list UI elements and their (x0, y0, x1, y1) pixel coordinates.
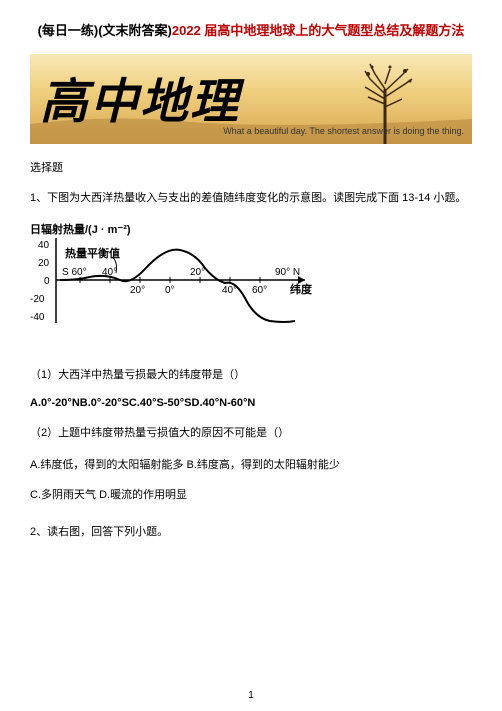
option-d: D.暖流的作用明显 (99, 489, 187, 501)
svg-text:20°: 20° (190, 267, 205, 278)
annotation-text: 热量平衡值 (65, 246, 120, 260)
svg-text:-40: -40 (30, 312, 45, 323)
sub-question-2: （2）上题中纬度带热量亏损值大的原因不可能是（） (30, 424, 472, 444)
option-c: C.多阴雨天气 (30, 489, 96, 501)
q2-number: 2、 (30, 526, 47, 538)
banner-tagline: What a beautiful day. The shortest answe… (223, 126, 464, 136)
svg-text:0: 0 (44, 276, 50, 287)
q1-number: 1、 (30, 192, 47, 204)
title-red-part: 2022 届高中地理地球上的大气题型总结及解题方法 (172, 23, 465, 38)
chart: 日辐射热量/(J · m⁻²) 40 20 0 -20 -40 热量平衡值 S … (30, 223, 320, 346)
svg-text:20: 20 (38, 258, 50, 269)
svg-text:90° N: 90° N (275, 267, 300, 278)
svg-text:60°: 60° (252, 285, 267, 296)
q1-text: 下图为大西洋热量收入与支出的差值随纬度变化的示意图。读图完成下面 13-14 小… (47, 192, 466, 204)
q2-text: 读右图，回答下列小题。 (47, 526, 168, 538)
option-b: B.纬度高，得到的太阳辐射能少 (186, 459, 339, 471)
banner-image: 高中地理 What a beautiful day. The shortest … (30, 54, 472, 144)
svg-text:0°: 0° (165, 285, 175, 296)
svg-text:S 60°: S 60° (62, 267, 87, 278)
question-1-text: 1、下图为大西洋热量收入与支出的差值随纬度变化的示意图。读图完成下面 13-14… (30, 190, 472, 208)
document-title: (每日一练)(文末附答案)2022 届高中地理地球上的大气题型总结及解题方法 (30, 20, 472, 39)
banner-calligraphy-text: 高中地理 (40, 62, 240, 132)
y-axis-label: 日辐射热量/(J · m⁻²) (30, 223, 131, 236)
svg-text:20°: 20° (130, 285, 145, 296)
q1-sub1-options: A.0°-20°NB.0°-20°SC.40°S-50°SD.40°N-60°N (30, 397, 472, 409)
svg-text:-20: -20 (30, 294, 45, 305)
svg-text:40°: 40° (222, 285, 237, 296)
title-prefix: (每日一练)(文末附答案) (38, 23, 172, 38)
question-2-text: 2、读右图，回答下列小题。 (30, 524, 472, 542)
section-label: 选择题 (30, 159, 472, 175)
svg-text:纬度: 纬度 (290, 282, 313, 296)
sub-question-1: （1）大西洋中热量亏损最大的纬度带是（） (30, 366, 472, 386)
q1-sub2-options-ab: A.纬度低，得到的太阳辐射能多 B.纬度高，得到的太阳辐射能少 (30, 456, 472, 476)
svg-text:40: 40 (38, 240, 50, 251)
option-a: A.纬度低，得到的太阳辐射能多 (30, 459, 183, 471)
q1-sub2-options-cd: C.多阴雨天气 D.暖流的作用明显 (30, 486, 472, 506)
page-number: 1 (248, 690, 254, 701)
